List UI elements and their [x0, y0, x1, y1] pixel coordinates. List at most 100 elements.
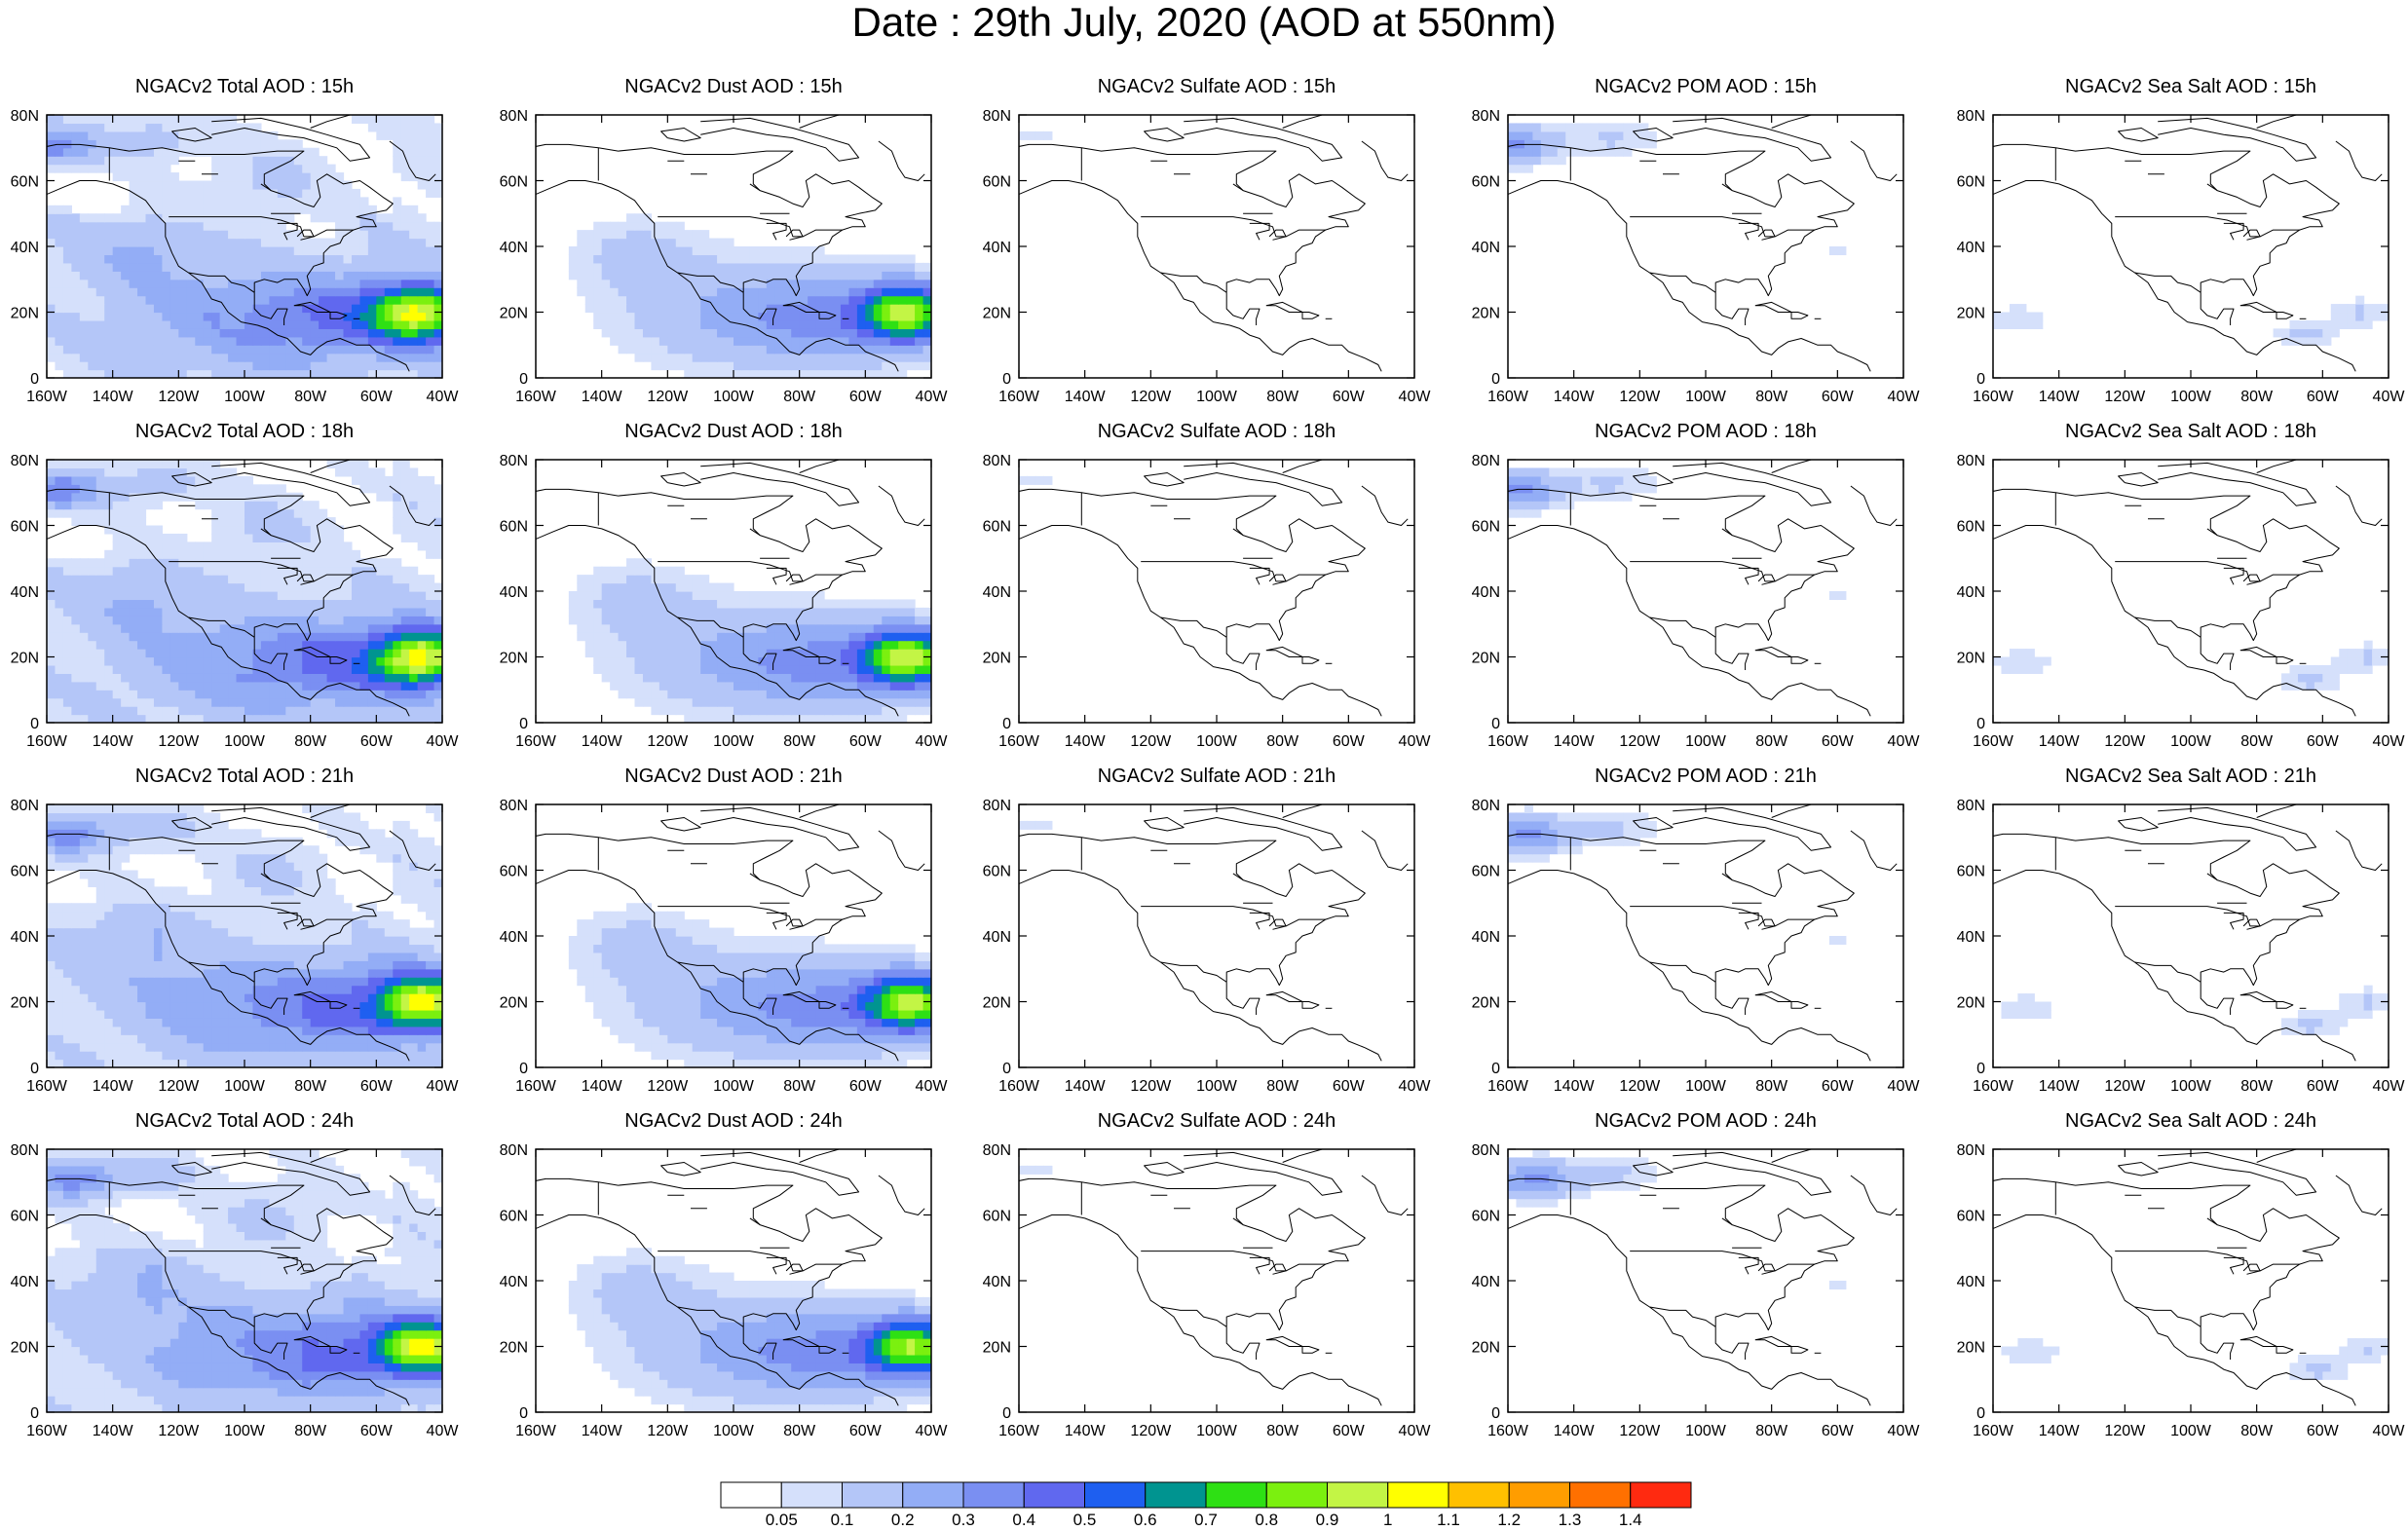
aod-cell: [840, 271, 850, 280]
aod-cell: [145, 566, 155, 576]
aod-cell: [1623, 492, 1633, 502]
aod-cell: [799, 607, 809, 616]
aod-cell: [219, 533, 229, 542]
aod-cell: [236, 664, 245, 674]
aod-cell: [906, 361, 916, 371]
aod-cell: [186, 1059, 196, 1067]
aod-cell: [393, 1051, 402, 1061]
aod-cell: [684, 246, 694, 256]
aod-cell: [169, 238, 179, 247]
aod-cell: [129, 681, 138, 691]
aod-cell: [71, 1009, 81, 1019]
aod-cell: [228, 623, 238, 633]
aod-cell: [708, 706, 718, 716]
aod-cell: [121, 501, 131, 510]
aod-cell: [808, 706, 817, 716]
aod-cell: [195, 714, 205, 723]
aod-cell: [741, 287, 751, 297]
aod-cell: [376, 361, 386, 371]
aod-cell: [601, 664, 611, 674]
aod-cell: [376, 599, 386, 609]
aod-cell: [211, 319, 221, 329]
aod-cell: [178, 336, 188, 346]
aod-cell: [692, 697, 701, 707]
aod-cell: [351, 591, 361, 601]
aod-cell: [791, 312, 801, 321]
aod-cell: [741, 690, 751, 699]
aod-cell: [433, 230, 442, 240]
aod-cell: [145, 205, 155, 214]
aod-cell: [359, 664, 369, 674]
aod-cell: [162, 714, 171, 723]
aod-cell: [343, 460, 353, 469]
aod-cell: [684, 312, 694, 321]
aod-cell: [359, 287, 369, 297]
aod-cell: [376, 664, 386, 674]
aod-cell: [112, 123, 122, 132]
aod-cell: [145, 533, 155, 542]
aod-cell: [104, 131, 114, 140]
aod-cell: [169, 467, 179, 477]
aod-cell: [162, 312, 171, 321]
aod-cell: [104, 492, 114, 502]
aod-cell: [626, 304, 636, 314]
aod-cell: [577, 632, 586, 642]
aod-cell: [245, 139, 254, 149]
aod-cell: [873, 345, 883, 355]
aod-cell: [568, 271, 578, 280]
aod-cell: [2017, 319, 2027, 329]
aod-cell: [178, 616, 188, 625]
aod-cell: [922, 607, 931, 616]
aod-cell: [162, 632, 171, 642]
aod-cell: [409, 623, 419, 633]
aod-cell: [95, 575, 105, 584]
aod-cell: [840, 656, 850, 666]
aod-cell: [2380, 304, 2389, 314]
coastline-path: [818, 656, 837, 664]
aod-cell: [71, 246, 81, 256]
aod-cell: [1524, 164, 1533, 173]
aod-cell: [79, 673, 89, 683]
aod-cell: [791, 304, 801, 314]
aod-cell: [692, 262, 701, 272]
aod-cell: [426, 1018, 435, 1027]
aod-cell: [203, 575, 212, 584]
aod-cell: [799, 664, 809, 674]
aod-cell: [178, 673, 188, 683]
aod-cell: [725, 656, 734, 666]
aod-cell: [758, 345, 768, 355]
aod-cell: [898, 271, 908, 280]
aod-cell: [153, 591, 164, 601]
aod-cell: [335, 607, 345, 616]
aod-cell: [426, 616, 435, 625]
coastline-path: [1754, 301, 1792, 313]
aod-cell: [700, 681, 710, 691]
aod-cell: [71, 369, 81, 378]
aod-cell: [211, 213, 221, 223]
aod-cell: [71, 575, 81, 584]
panel-title: NGACv2 Sulfate AOD : 18h: [1097, 421, 1336, 442]
aod-cell: [1516, 501, 1525, 510]
aod-cell: [326, 1026, 336, 1035]
aod-cell: [153, 623, 164, 633]
aod-cell: [121, 1034, 131, 1044]
aod-cell: [47, 623, 56, 633]
aod-cell: [376, 279, 386, 288]
aod-cell: [169, 1051, 179, 1061]
aod-cell: [343, 575, 353, 584]
aod-cell: [211, 238, 221, 247]
y-tick-label: 20N: [1472, 651, 1500, 667]
aod-cell: [2355, 295, 2365, 305]
aod-cell: [774, 304, 784, 314]
aod-cell: [898, 369, 908, 378]
aod-cell: [832, 361, 842, 371]
aod-cell: [310, 304, 320, 314]
aod-cell: [2001, 656, 2011, 666]
aod-cell: [236, 205, 245, 214]
aod-cell: [651, 230, 660, 240]
aod-cell: [409, 673, 419, 683]
coastline-path: [1268, 229, 1287, 241]
aod-cell: [71, 632, 81, 642]
x-tick-label: 40W: [2373, 389, 2406, 405]
